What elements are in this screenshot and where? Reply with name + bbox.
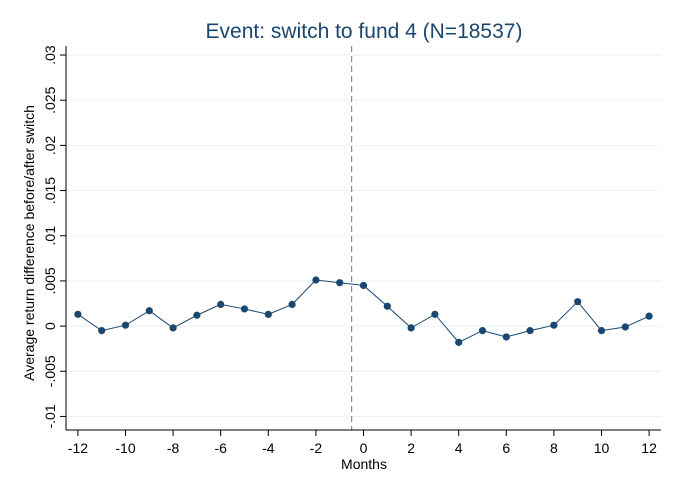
y-tick-label: -.01	[42, 404, 58, 428]
data-point	[550, 321, 558, 329]
x-tick-label: 4	[455, 440, 463, 456]
data-point	[526, 327, 534, 335]
data-point	[621, 323, 629, 331]
y-tick-label: 0	[42, 322, 58, 330]
x-tick-label: -10	[115, 440, 135, 456]
data-point	[431, 310, 439, 318]
data-point	[74, 310, 82, 318]
y-axis-title: Average return difference before/after s…	[21, 105, 37, 381]
y-tick-label: .01	[42, 226, 58, 246]
data-point	[645, 312, 653, 320]
x-tick-label: -12	[68, 440, 88, 456]
y-tick-label: .015	[42, 177, 58, 204]
x-tick-label: 0	[360, 440, 368, 456]
x-tick-label: 6	[502, 440, 510, 456]
data-point	[121, 321, 130, 329]
data-point	[407, 324, 415, 332]
x-axis-title: Months	[341, 456, 387, 472]
x-tick-label: 2	[407, 440, 415, 456]
grid-lines	[66, 54, 661, 417]
y-tick-label: .02	[42, 135, 58, 155]
data-point	[359, 281, 368, 290]
x-tick-label: -6	[214, 440, 227, 456]
data-point	[455, 338, 463, 346]
data-point	[240, 305, 249, 313]
y-tick-label: .03	[42, 45, 58, 65]
y-tick-label: .025	[42, 86, 58, 113]
data-point	[193, 311, 201, 319]
series-path	[77, 279, 650, 343]
x-tick-label: 10	[594, 440, 610, 456]
data-point	[383, 302, 391, 310]
series-line	[77, 279, 650, 343]
data-point	[288, 300, 296, 309]
data-point	[98, 327, 106, 335]
data-point	[502, 333, 510, 341]
chart-title: Event: switch to fund 4 (N=18537)	[206, 20, 523, 43]
x-tick-label: -4	[262, 440, 275, 456]
y-tick-label: .005	[42, 267, 58, 294]
x-tick-labels: -12 -10 -8 -6 -4 -2 0 2 4 6 8 10 12	[68, 440, 657, 456]
data-points	[74, 276, 653, 346]
x-tick-label: -2	[310, 440, 323, 456]
data-point	[597, 327, 606, 335]
data-point	[312, 276, 320, 284]
y-tick-label: -.005	[42, 355, 58, 387]
x-tick-label: 8	[550, 440, 558, 456]
data-point	[145, 307, 153, 315]
x-tick-label: 12	[641, 440, 657, 456]
data-point	[574, 298, 582, 306]
data-point	[264, 310, 272, 318]
data-point	[217, 300, 225, 309]
axes	[60, 46, 661, 436]
data-point	[169, 324, 177, 332]
y-tick-labels: -.01 -.005 0 .005 .01 .015 .02 .025 .03	[42, 45, 58, 428]
x-tick-label: -8	[167, 440, 180, 456]
data-point	[478, 327, 487, 335]
data-point	[336, 279, 344, 287]
